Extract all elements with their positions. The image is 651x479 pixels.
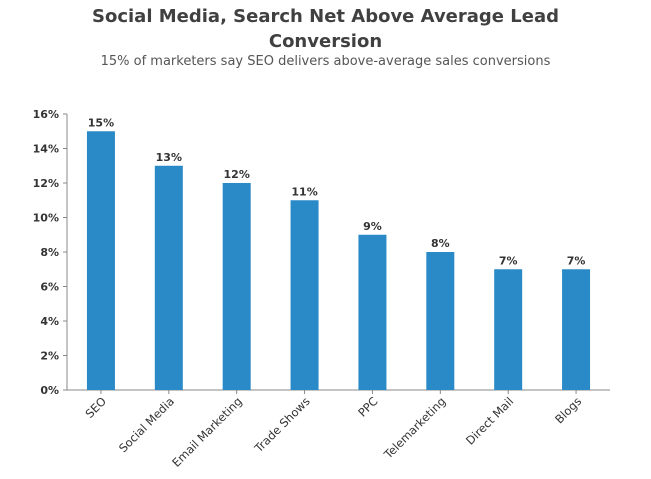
bar-seo (86, 131, 115, 390)
chart-title-line-2: Conversion (268, 31, 383, 52)
category-label: Social Media (116, 394, 177, 455)
bar-email-marketing (222, 183, 251, 390)
bar-trade-shows (290, 200, 319, 390)
y-tick-label: 10% (33, 212, 59, 225)
y-tick-label: 4% (40, 315, 59, 328)
y-tick-label: 6% (40, 281, 59, 294)
data-label: 7% (499, 254, 518, 267)
bar-telemarketing (426, 252, 455, 390)
y-tick-label: 12% (33, 177, 59, 190)
data-label: 15% (88, 116, 114, 129)
y-tick-label: 16% (33, 108, 59, 121)
category-label: Email Marketing (169, 394, 245, 470)
y-tick-label: 2% (40, 350, 59, 363)
bar-social-media (154, 165, 183, 390)
category-label: Telemarketing (381, 394, 449, 462)
y-tick-label: 14% (33, 143, 59, 156)
category-label: Trade Shows (251, 394, 313, 456)
bar-ppc (358, 234, 387, 390)
chart-subtitle: 15% of marketers say SEO delivers above-… (100, 54, 551, 69)
chart-title-line-1: Social Media, Search Net Above Average L… (92, 6, 559, 27)
bar-blogs (562, 269, 591, 390)
data-label: 11% (291, 185, 317, 198)
data-label: 12% (224, 168, 250, 181)
y-tick-label: 8% (40, 246, 59, 259)
data-label: 7% (567, 254, 586, 267)
y-tick-label: 0% (40, 384, 59, 397)
data-label: 9% (363, 220, 382, 233)
category-label: Blogs (552, 394, 584, 426)
data-label: 13% (156, 151, 182, 164)
category-label: Direct Mail (463, 394, 516, 447)
data-label: 8% (431, 237, 450, 250)
bar-direct-mail (494, 269, 523, 390)
category-label: PPC (355, 394, 380, 419)
category-label: SEO (82, 394, 109, 421)
